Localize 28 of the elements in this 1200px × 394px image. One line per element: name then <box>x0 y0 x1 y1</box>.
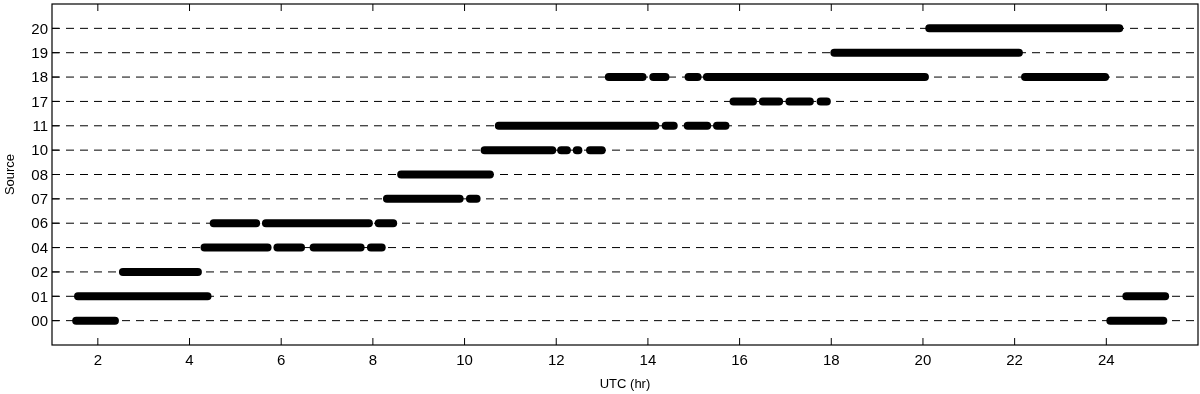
x-tick-label: 24 <box>1097 351 1115 368</box>
y-tick-label: 11 <box>32 117 48 135</box>
x-tick-label: 14 <box>639 351 657 368</box>
bar <box>118 267 202 276</box>
x-tick-label: 10 <box>456 351 473 368</box>
y-tick-label: 07 <box>31 190 48 208</box>
y-tick-label: 04 <box>31 238 48 256</box>
y-tick-label: 18 <box>31 68 48 86</box>
x-tick-label: 6 <box>277 351 286 368</box>
x-tick-label: 20 <box>914 351 932 368</box>
y-tick-label: 10 <box>31 141 48 159</box>
x-tick-label: 12 <box>547 351 565 368</box>
y-tick-label: 08 <box>31 165 48 183</box>
y-tick-label: 01 <box>31 287 48 305</box>
y-tick-label: 17 <box>31 92 48 110</box>
x-tick-label: 18 <box>822 351 840 368</box>
y-axis-title: Source <box>2 153 17 196</box>
y-tick-label: 02 <box>31 263 48 281</box>
x-tick-label: 8 <box>368 351 378 368</box>
y-tick-label: 19 <box>31 43 48 61</box>
x-tick-label: 22 <box>1006 351 1023 368</box>
y-tick-label: 00 <box>31 311 48 329</box>
x-axis-title: UTC (hr) <box>599 376 651 391</box>
x-tick-label: 16 <box>731 351 748 368</box>
x-tick-label: 4 <box>185 351 194 368</box>
x-tick-label: 2 <box>93 351 103 368</box>
y-tick-label: 20 <box>31 19 48 37</box>
y-tick-label: 06 <box>31 214 48 232</box>
